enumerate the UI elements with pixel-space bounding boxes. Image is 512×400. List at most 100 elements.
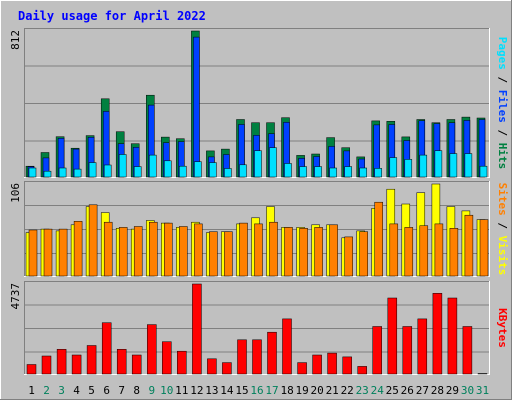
bar-pages-day-25	[389, 157, 398, 178]
x-tick-label-day-23: 23	[356, 384, 369, 397]
bar-sites-day-13	[209, 231, 218, 277]
series-legend: Pages / Files / Hits	[496, 37, 509, 170]
bar-kbytes-day-8	[131, 354, 142, 375]
x-tick-label-day-13: 13	[205, 384, 218, 397]
chart-panels: 812 Pages / Files / Hits 106 Sites / Visits…	[9, 28, 509, 375]
bar-pages-day-6	[103, 164, 112, 178]
bar-kbytes-day-24	[372, 326, 382, 375]
bar-kbytes-day-12	[192, 283, 202, 375]
bar-pages-day-4	[73, 168, 82, 178]
x-tick-label-day-26: 26	[401, 384, 414, 397]
x-tick-label-day-24: 24	[371, 384, 385, 397]
bar-kbytes-day-21	[327, 352, 337, 375]
bar-pages-day-22	[344, 166, 352, 178]
bar-kbytes-day-28	[432, 293, 443, 375]
panel-1: 106 Sites / Visits	[9, 181, 509, 277]
bar-pages-day-28	[434, 150, 443, 178]
x-axis-day-labels: 1 2 3 4 5 6 7 8 9 10 11 12 13 14 15 16 17 18 19 20 21 22 23 24 2…	[28, 384, 489, 397]
legend-sites-label: Sites	[496, 183, 509, 216]
bar-pages-day-9	[149, 154, 157, 178]
x-tick-label-day-28: 28	[431, 384, 444, 397]
bar-pages-day-21	[329, 167, 337, 178]
legend-visits-label: Visits	[496, 236, 509, 276]
bar-sites-day-18	[284, 227, 293, 277]
bar-pages-day-10	[164, 160, 172, 178]
x-tick-label-day-18: 18	[280, 384, 293, 397]
bar-sites-day-17	[269, 221, 278, 277]
bar-pages-day-23	[359, 167, 367, 178]
x-tick-label-day-7: 7	[118, 384, 125, 397]
bar-files-day-12	[193, 36, 200, 178]
bar-pages-day-2	[43, 170, 52, 178]
x-tick-label-day-27: 27	[416, 384, 429, 397]
x-tick-label-day-16: 16	[250, 384, 263, 397]
x-tick-label-day-14: 14	[220, 384, 234, 397]
bar-sites-day-8	[133, 226, 143, 277]
legend-pages-label: Pages	[496, 37, 509, 70]
bar-sites-day-21	[329, 224, 338, 277]
bar-pages-day-13	[209, 162, 217, 178]
x-tick-label-day-31: 31	[476, 384, 489, 397]
bar-kbytes-day-17	[267, 331, 277, 375]
x-tick-label-day-4: 4	[73, 384, 80, 397]
series-legend: KBytes	[496, 308, 509, 348]
bar-kbytes-day-26	[402, 326, 413, 375]
bar-kbytes-day-1	[26, 364, 37, 375]
bar-kbytes-day-16	[252, 339, 262, 375]
x-tick-label-day-6: 6	[103, 384, 110, 397]
bar-kbytes-day-13	[207, 358, 217, 375]
bar-pages-day-15	[239, 164, 247, 178]
bar-pages-day-1	[28, 167, 37, 178]
bar-kbytes-day-19	[297, 362, 307, 375]
bar-pages-day-16	[254, 150, 262, 178]
bar-sites-day-27	[419, 225, 429, 277]
bar-sites-day-20	[314, 227, 323, 277]
bar-pages-day-5	[88, 162, 97, 178]
bar-pages-day-7	[118, 154, 127, 178]
bar-sites-day-6	[103, 221, 113, 277]
bar-kbytes-day-6	[101, 322, 112, 375]
bar-sites-day-19	[299, 228, 308, 277]
bar-sites-day-31	[479, 219, 489, 277]
bar-sites-day-10	[164, 222, 173, 277]
bar-kbytes-day-27	[417, 318, 428, 375]
x-tick-label-day-9: 9	[148, 384, 155, 397]
bar-kbytes-day-10	[162, 341, 172, 375]
x-tick-label-day-11: 11	[175, 384, 188, 397]
bar-kbytes-day-29	[447, 297, 458, 375]
bar-sites-day-5	[88, 204, 98, 277]
panel-2: 4737 KBytes	[9, 281, 509, 375]
bar-sites-day-29	[449, 228, 459, 277]
x-tick-label-day-19: 19	[295, 384, 308, 397]
bar-kbytes-day-20	[312, 354, 322, 375]
x-tick-label-day-22: 22	[341, 384, 354, 397]
legend-kbytes-label: KBytes	[496, 308, 509, 348]
x-tick-label-day-15: 15	[235, 384, 248, 397]
bar-pages-day-27	[419, 154, 428, 178]
panel-0: 812 Pages / Files / Hits	[9, 28, 509, 178]
bar-sites-day-3	[58, 228, 68, 277]
bar-kbytes-day-2	[41, 355, 52, 375]
legend-files-label: Files	[496, 90, 509, 123]
bar-sites-day-15	[239, 222, 248, 277]
chart-title: Daily usage for April 2022	[18, 9, 206, 23]
bar-pages-day-30	[464, 153, 473, 178]
bar-sites-day-1	[28, 229, 38, 277]
x-tick-label-day-30: 30	[461, 384, 474, 397]
x-tick-label-day-21: 21	[326, 384, 339, 397]
bar-kbytes-day-30	[462, 326, 473, 375]
legend-separator: /	[496, 216, 509, 236]
bar-sites-day-23	[359, 231, 368, 277]
x-tick-label-day-10: 10	[160, 384, 173, 397]
bar-kbytes-day-14	[222, 362, 232, 375]
bar-kbytes-day-9	[147, 324, 157, 375]
bar-sites-day-14	[224, 231, 233, 277]
bar-kbytes-day-22	[342, 356, 352, 375]
x-tick-label-day-20: 20	[310, 384, 323, 397]
legend-hits-label: Hits	[496, 143, 509, 170]
series-legend: Sites / Visits	[496, 183, 509, 276]
bar-pages-day-19	[299, 166, 307, 178]
bar-sites-day-26	[404, 227, 414, 277]
y-max-label: 812	[9, 30, 22, 50]
